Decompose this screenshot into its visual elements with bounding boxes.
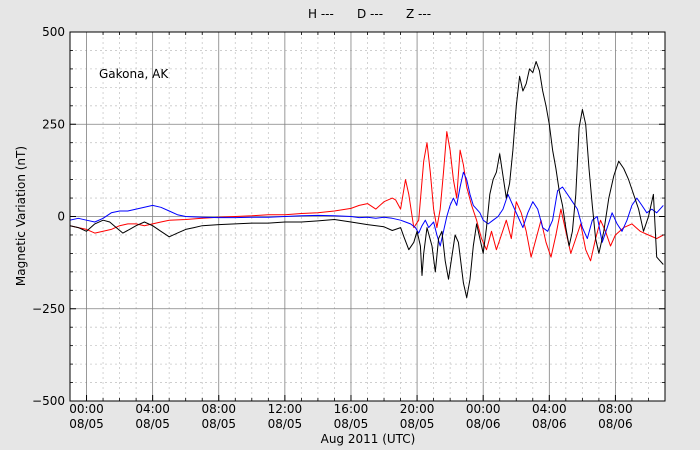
legend: H --- D --- Z --- (308, 7, 431, 21)
x-tick-label-date: 08/05 (268, 417, 303, 431)
legend-entry-h: H --- (308, 7, 334, 21)
y-axis-label: Magnetic Variation (nT) (14, 146, 28, 286)
x-tick-label-time: 08:00 (598, 402, 633, 416)
y-axis: 500 250 0 −250 −500 (32, 25, 665, 408)
x-tick-label-date: 08/05 (400, 417, 435, 431)
x-tick-label-time: 08:00 (201, 402, 236, 416)
y-tick-label: 500 (42, 25, 65, 39)
x-tick-label-time: 00:00 (69, 402, 104, 416)
x-tick-label-date: 08/05 (201, 417, 236, 431)
x-tick-label-time: 16:00 (334, 402, 369, 416)
x-tick-label-date: 08/06 (466, 417, 501, 431)
y-tick-label: 0 (57, 210, 65, 224)
x-tick-label-date: 08/06 (532, 417, 567, 431)
x-tick-label-time: 12:00 (268, 402, 303, 416)
y-tick-label: 250 (42, 117, 65, 131)
legend-entry-d: D --- (357, 7, 383, 21)
legend-entry-z: Z --- (406, 7, 431, 21)
x-axis: 00:0008/0504:0008/0508:0008/0512:0008/05… (69, 32, 666, 431)
x-tick-label-time: 04:00 (532, 402, 567, 416)
y-tick-label: −500 (32, 394, 65, 408)
x-tick-label-date: 08/05 (334, 417, 369, 431)
x-axis-label: Aug 2011 (UTC) (321, 432, 416, 446)
x-tick-label-time: 20:00 (400, 402, 435, 416)
station-label: Gakona, AK (99, 67, 169, 81)
x-tick-label-time: 00:00 (466, 402, 501, 416)
series-line-h (70, 61, 664, 299)
minor-grid (69, 32, 666, 401)
x-tick-label-date: 08/06 (598, 417, 633, 431)
x-tick-label-date: 08/05 (135, 417, 170, 431)
y-tick-label: −250 (32, 302, 65, 316)
series-line-z (70, 171, 664, 247)
series-line-d (70, 131, 664, 262)
major-grid (70, 32, 665, 401)
x-tick-label-time: 04:00 (135, 402, 170, 416)
x-tick-label-date: 08/05 (69, 417, 104, 431)
series-layer (70, 61, 664, 299)
